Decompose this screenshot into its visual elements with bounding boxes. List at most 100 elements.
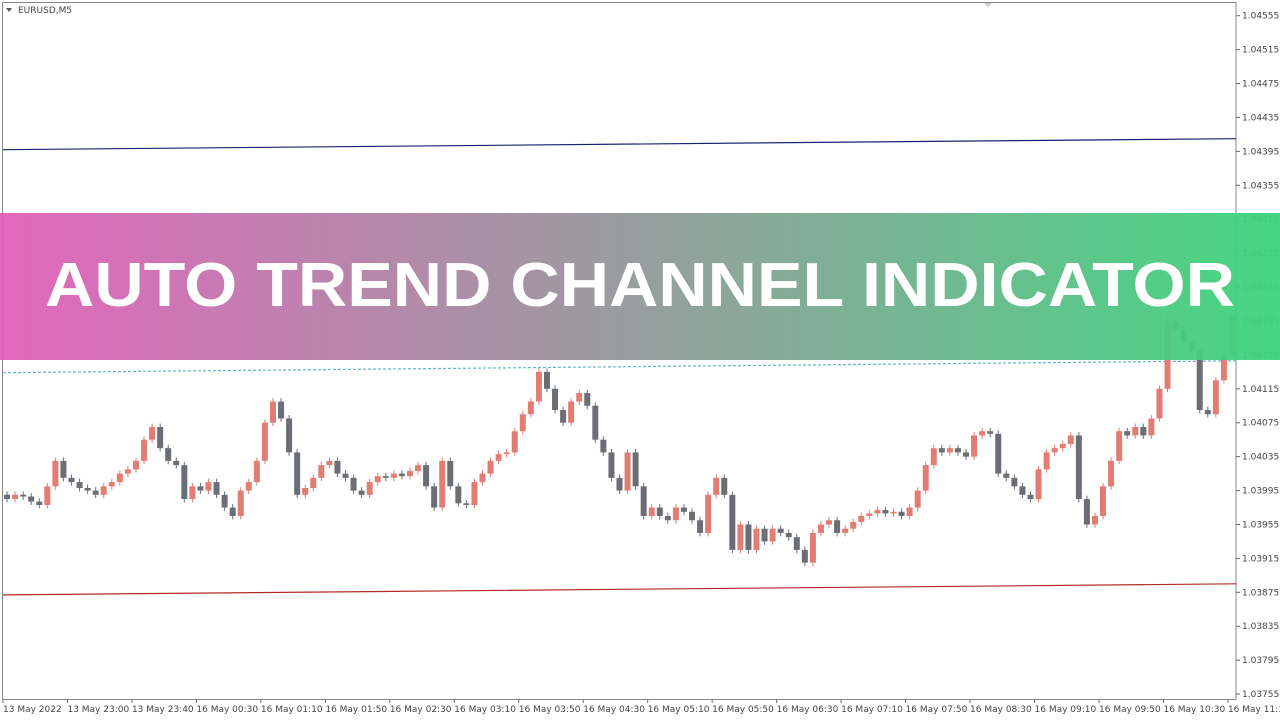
symbol-menu-icon[interactable] bbox=[6, 8, 12, 12]
x-tick-label: 16 May 11:10 bbox=[1228, 705, 1280, 715]
x-tick-label: 16 May 01:50 bbox=[325, 705, 387, 715]
candle-body bbox=[1035, 469, 1042, 500]
candle-body bbox=[342, 473, 349, 478]
candle-body bbox=[729, 494, 736, 550]
candle-body bbox=[286, 418, 293, 453]
candle-body bbox=[664, 515, 671, 521]
candle-body bbox=[382, 476, 389, 478]
candle-body bbox=[471, 482, 478, 505]
candle-body bbox=[253, 460, 260, 483]
candle-body bbox=[100, 486, 107, 495]
candle-body bbox=[971, 435, 978, 457]
candle-body bbox=[721, 477, 728, 495]
candle-body bbox=[423, 465, 430, 487]
candle-body bbox=[1059, 443, 1066, 449]
candle-body bbox=[600, 439, 607, 453]
candle-body bbox=[527, 401, 534, 415]
candle-body bbox=[1003, 473, 1010, 478]
x-tick-label: 16 May 07:50 bbox=[906, 705, 968, 715]
candle-body bbox=[455, 486, 462, 504]
candle-body bbox=[1100, 486, 1107, 516]
candle-body bbox=[60, 460, 67, 478]
candle-body bbox=[882, 510, 889, 514]
x-tick-label: 13 May 23:40 bbox=[132, 705, 194, 715]
candle-body bbox=[1140, 426, 1147, 436]
candle-body bbox=[898, 511, 905, 516]
candle-body bbox=[576, 393, 583, 402]
candle-body bbox=[1019, 486, 1026, 495]
candle-body bbox=[44, 486, 51, 505]
candle-body bbox=[874, 510, 881, 514]
candle-body bbox=[310, 477, 317, 489]
candle-body bbox=[826, 520, 833, 525]
candle-body bbox=[535, 371, 542, 402]
candle-body bbox=[1067, 435, 1074, 444]
candle-body bbox=[1204, 410, 1211, 415]
candle-body bbox=[245, 482, 252, 491]
candle-body bbox=[979, 431, 986, 436]
x-tick-label: 16 May 05:10 bbox=[648, 705, 710, 715]
y-tick-label: 1.03755 bbox=[1242, 690, 1279, 700]
candle-body bbox=[656, 507, 663, 516]
x-tick-label: 16 May 09:10 bbox=[1035, 705, 1097, 715]
candle-body bbox=[1132, 426, 1139, 436]
candle-body bbox=[560, 410, 567, 423]
banner: AUTO TREND CHANNEL INDICATOR bbox=[0, 213, 1280, 360]
candle-body bbox=[785, 532, 792, 538]
candle-body bbox=[890, 511, 897, 514]
candle-body bbox=[914, 490, 921, 508]
candle-body bbox=[705, 494, 712, 533]
y-tick-label: 1.03795 bbox=[1242, 656, 1279, 666]
candle-body bbox=[842, 528, 849, 533]
candle-body bbox=[366, 482, 373, 495]
candle-body bbox=[390, 473, 397, 478]
y-tick-label: 1.04435 bbox=[1242, 113, 1279, 123]
y-tick-label: 1.04035 bbox=[1242, 453, 1279, 463]
candle-body bbox=[850, 521, 857, 529]
candle-body bbox=[1116, 431, 1123, 461]
candle-body bbox=[213, 482, 220, 495]
candle-body bbox=[302, 488, 309, 495]
candle-body bbox=[221, 494, 228, 508]
candle-body bbox=[84, 488, 91, 491]
axes: 1.04555 1.04515 1.04475 1.04435 1.04395 1.043… bbox=[2, 12, 1280, 715]
candle-body bbox=[954, 448, 961, 453]
candle-body bbox=[503, 452, 510, 455]
y-tick-label: 1.04115 bbox=[1242, 385, 1279, 395]
x-tick-label: 16 May 04:30 bbox=[583, 705, 645, 715]
candle-body bbox=[817, 524, 824, 533]
candle-body bbox=[1220, 354, 1227, 381]
y-tick-label: 1.03915 bbox=[1242, 554, 1279, 564]
x-tick-label: 16 May 06:30 bbox=[777, 705, 839, 715]
candle-body bbox=[197, 486, 204, 491]
candle-body bbox=[4, 494, 11, 500]
candle-body bbox=[374, 476, 381, 483]
y-tick-label: 1.04475 bbox=[1242, 80, 1279, 90]
candle-body bbox=[68, 477, 75, 483]
candle-body bbox=[487, 460, 494, 474]
candle-body bbox=[519, 414, 526, 432]
banner-background bbox=[0, 213, 1280, 360]
candle-body bbox=[1011, 477, 1018, 487]
candle-body bbox=[463, 503, 470, 505]
candle-body bbox=[922, 465, 929, 491]
y-tick-label: 1.04395 bbox=[1242, 147, 1279, 157]
candle-body bbox=[689, 511, 696, 521]
candle-body bbox=[108, 482, 115, 487]
y-tick-label: 1.04555 bbox=[1242, 12, 1279, 22]
candle-body bbox=[406, 471, 413, 477]
channel-line bbox=[2, 583, 1237, 596]
candle-body bbox=[858, 515, 865, 522]
candle-body bbox=[552, 388, 559, 411]
candle-body bbox=[930, 448, 937, 466]
candle-body bbox=[963, 452, 970, 457]
candle-body bbox=[165, 448, 172, 461]
x-tick-label: 16 May 03:50 bbox=[519, 705, 581, 715]
symbol-label: EURUSD,M5 bbox=[18, 6, 72, 16]
candle-body bbox=[777, 528, 784, 533]
candle-body bbox=[76, 482, 83, 489]
y-tick-label: 1.03875 bbox=[1242, 588, 1279, 598]
candle-body bbox=[624, 452, 631, 491]
candle-body bbox=[439, 460, 446, 508]
